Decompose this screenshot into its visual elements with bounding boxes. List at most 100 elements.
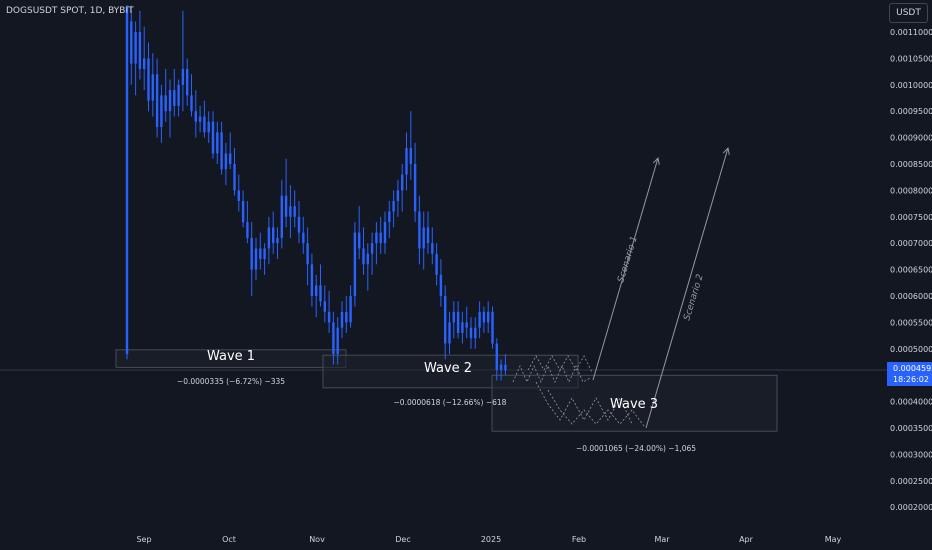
candle-body xyxy=(366,253,369,265)
y-tick-label: 0.0003000 xyxy=(890,450,932,459)
candle-body xyxy=(504,364,507,371)
candle-body xyxy=(396,190,400,201)
y-tick-label: 0.0009000 xyxy=(890,134,932,143)
wave-label: Wave 3 xyxy=(610,397,658,412)
candle-body xyxy=(173,90,176,106)
y-tick-label: 0.0008500 xyxy=(890,160,932,169)
candle-body xyxy=(379,232,382,244)
x-tick-label: Mar xyxy=(654,535,670,544)
candle-body xyxy=(284,195,288,217)
price-axis: 0.0011000 0.0010500 0.0010000 0.0009500 0.00… xyxy=(890,28,932,512)
wave-measure: −0.0000335 (−6.72%) −335 xyxy=(177,377,285,386)
candle-body xyxy=(332,322,335,355)
wave-zones xyxy=(115,349,778,432)
candle-body xyxy=(487,311,490,323)
y-tick-label: 0.0008000 xyxy=(890,186,932,195)
y-tick-label: 0.0003500 xyxy=(890,424,932,433)
scenario-arrowhead xyxy=(722,146,730,155)
candle-body xyxy=(388,211,391,223)
candle-body xyxy=(280,195,283,238)
candle-body xyxy=(401,174,404,191)
countdown-timer: 18:26:02 xyxy=(893,375,929,384)
candle-body xyxy=(177,84,180,106)
currency-button[interactable]: USDT xyxy=(889,3,928,23)
candle-body xyxy=(138,32,142,69)
projection-zigzag xyxy=(547,389,645,427)
candle-body xyxy=(272,227,275,244)
x-tick-label: Nov xyxy=(309,535,325,544)
projection-zigzag xyxy=(527,355,593,373)
candle-body xyxy=(143,58,146,69)
time-axis: Sep Oct Nov Dec 2025 Feb Mar Apr May xyxy=(136,535,841,544)
candle-body xyxy=(289,206,292,217)
x-tick-label: Dec xyxy=(395,535,410,544)
scenario-arrow-line xyxy=(592,157,659,381)
candle-body xyxy=(345,311,348,323)
candle-body xyxy=(259,248,262,260)
candle-body xyxy=(263,248,266,260)
candle-body xyxy=(224,153,228,170)
candle-body xyxy=(190,95,193,112)
candle-body xyxy=(474,327,477,339)
candle-body xyxy=(302,232,305,244)
y-tick-label: 0.0009500 xyxy=(890,107,932,116)
y-tick-label: 0.0002500 xyxy=(890,477,932,486)
candle-body xyxy=(151,74,154,101)
candle-body xyxy=(439,274,443,296)
projection-zigzags xyxy=(512,355,645,427)
wave-label: Wave 2 xyxy=(424,361,472,376)
y-tick-label: 0.0005000 xyxy=(890,345,932,354)
candle-body xyxy=(409,148,412,164)
x-tick-label: May xyxy=(825,535,842,544)
candle-body xyxy=(465,322,468,328)
zone-labels: Wave 1 −0.0000335 (−6.72%) −335 Wave 2 −0.0… xyxy=(177,349,696,453)
candle-body xyxy=(246,222,249,238)
candle-body xyxy=(323,301,326,312)
wave-measure: −0.0001065 (−24.00%) −1,065 xyxy=(576,444,696,453)
projection-zigzag xyxy=(512,365,591,383)
candle-body xyxy=(297,216,301,233)
candle-body xyxy=(448,322,451,344)
candle-body xyxy=(499,364,503,370)
wave-zone xyxy=(491,374,778,432)
candle-body xyxy=(134,32,137,64)
candle-body xyxy=(315,285,318,296)
y-tick-label: 0.0007000 xyxy=(890,239,932,248)
candle-body xyxy=(194,111,197,122)
candle-body xyxy=(392,200,395,212)
candle-body xyxy=(327,311,331,323)
candle-body xyxy=(130,21,133,64)
candle-body xyxy=(478,311,481,328)
candle-body xyxy=(370,243,374,254)
candle-body xyxy=(426,227,430,244)
x-tick-label: Feb xyxy=(572,535,586,544)
y-tick-label: 0.0006000 xyxy=(890,292,932,301)
scenario-label: Scenario 2 xyxy=(682,273,706,322)
candle-body xyxy=(336,327,339,355)
y-tick-label: 0.0010000 xyxy=(890,81,932,90)
last-price-value: 0.0004592 xyxy=(893,364,932,373)
y-tick-label: 0.0011000 xyxy=(890,28,932,37)
candle-body xyxy=(358,232,361,249)
candle-body xyxy=(181,68,185,85)
candle-body xyxy=(267,227,271,249)
candle-body xyxy=(353,232,357,296)
candle-body xyxy=(349,296,352,323)
candles xyxy=(125,5,507,381)
wave-label: Wave 1 xyxy=(207,349,255,364)
symbol-title[interactable]: DOGSUSDT SPOT, 1D, BYBIT xyxy=(6,6,134,16)
candle-body xyxy=(418,211,421,249)
candle-body xyxy=(495,343,498,370)
candle-body xyxy=(220,132,223,170)
candle-body xyxy=(461,322,464,333)
x-tick-label: Oct xyxy=(222,535,236,544)
y-tick-label: 0.0006500 xyxy=(890,266,932,275)
candle-body xyxy=(186,68,189,96)
scenario-label: Scenario 1 xyxy=(616,235,640,284)
candle-body xyxy=(211,121,215,154)
candle-body xyxy=(276,237,279,244)
candle-body xyxy=(293,206,296,217)
candle-body xyxy=(160,95,163,128)
y-tick-label: 0.0004000 xyxy=(890,398,932,407)
